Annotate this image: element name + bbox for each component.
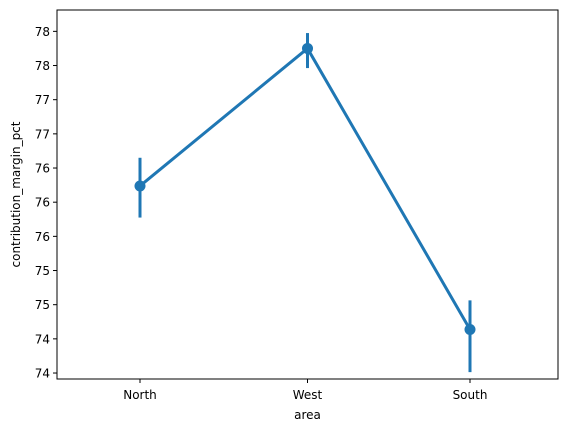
- x-tick-label: West: [293, 388, 323, 402]
- y-tick-label: 74: [35, 332, 50, 346]
- y-tick-label: 76: [35, 230, 50, 244]
- data-point-south: [464, 323, 476, 335]
- x-tick-label: North: [123, 388, 157, 402]
- y-axis: 74 74 75 75 76 76 76 77 77 78 78: [35, 25, 57, 381]
- y-tick-label: 75: [35, 298, 50, 312]
- y-tick-label: 76: [35, 162, 50, 176]
- y-tick-label: 77: [35, 93, 50, 107]
- x-tick-label: South: [453, 388, 488, 402]
- data-point-north: [134, 180, 146, 192]
- y-tick-label: 78: [35, 59, 50, 73]
- y-tick-label: 75: [35, 264, 50, 278]
- y-tick-label: 74: [35, 367, 50, 381]
- data-point-west: [302, 42, 313, 54]
- x-axis-label: area: [294, 408, 321, 422]
- y-tick-label: 76: [35, 196, 50, 210]
- y-axis-label: contribution_margin_pct: [9, 121, 23, 267]
- x-axis: North West South: [123, 379, 487, 402]
- y-tick-label: 78: [35, 25, 50, 39]
- y-tick-label: 77: [35, 127, 50, 141]
